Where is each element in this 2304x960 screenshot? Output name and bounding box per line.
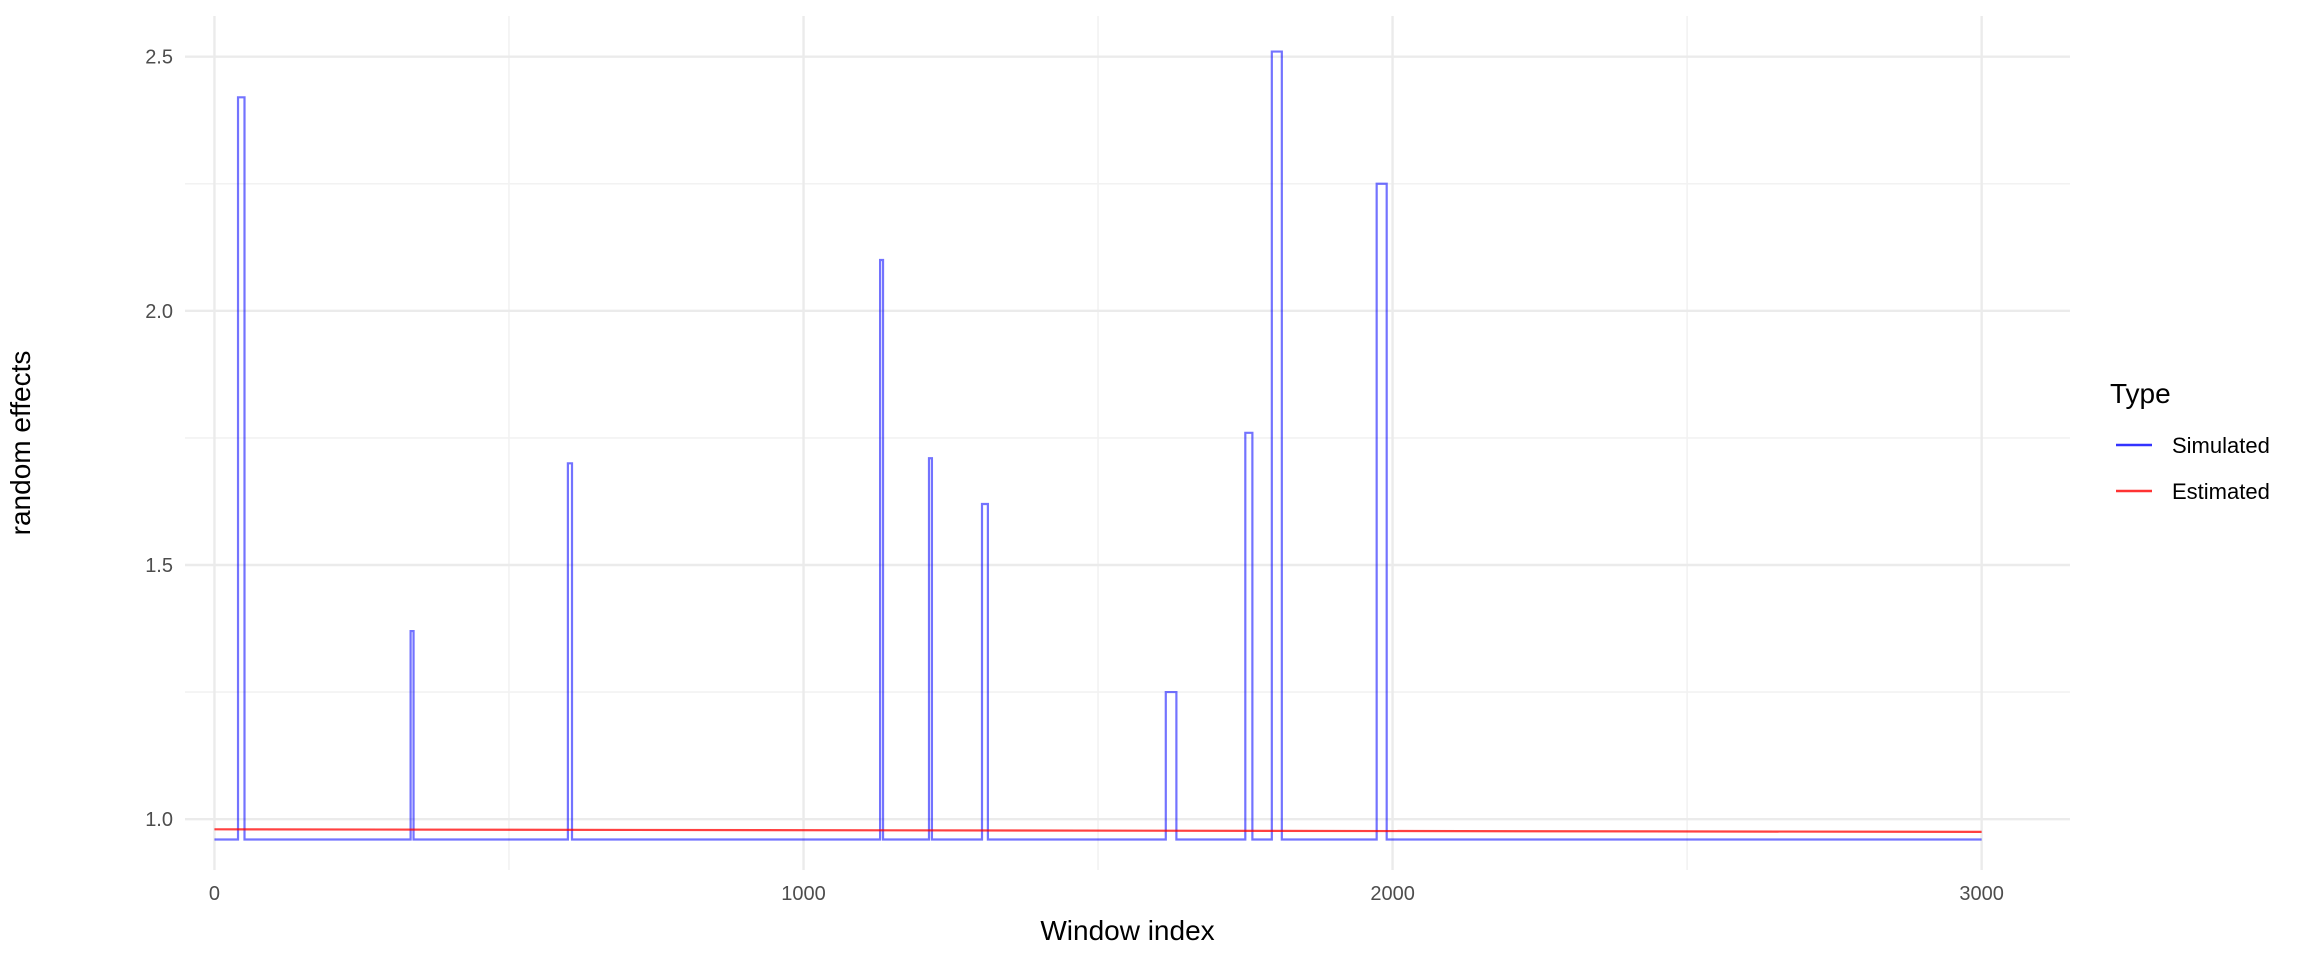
series-line-simulated xyxy=(214,50,1982,841)
y-tick-label: 1.5 xyxy=(145,555,173,577)
x-tick-label: 3000 xyxy=(1959,883,2004,905)
y-axis-tick-labels: 1.0 1.5 2.0 2.5 xyxy=(145,47,173,832)
y-tick-label: 1.0 xyxy=(145,809,173,831)
x-axis-tick-labels: 0 1000 2000 3000 xyxy=(209,883,2004,905)
y-axis-title: random effects xyxy=(5,351,36,536)
y-tick-label: 2.0 xyxy=(145,301,173,323)
series-line-estimated xyxy=(214,828,1982,833)
x-tick-label: 1000 xyxy=(781,883,826,905)
x-tick-label: 2000 xyxy=(1370,883,1415,905)
legend-title: Type xyxy=(2110,378,2171,409)
x-axis-title: Window index xyxy=(1040,915,1214,946)
legend: Type Simulated Estimated xyxy=(2110,378,2270,504)
y-tick-label: 2.5 xyxy=(145,47,173,69)
legend-label-estimated: Estimated xyxy=(2172,479,2270,504)
data-series xyxy=(214,50,1982,841)
grid-lines xyxy=(185,16,2070,870)
legend-label-simulated: Simulated xyxy=(2172,433,2270,458)
x-tick-label: 0 xyxy=(209,883,220,905)
